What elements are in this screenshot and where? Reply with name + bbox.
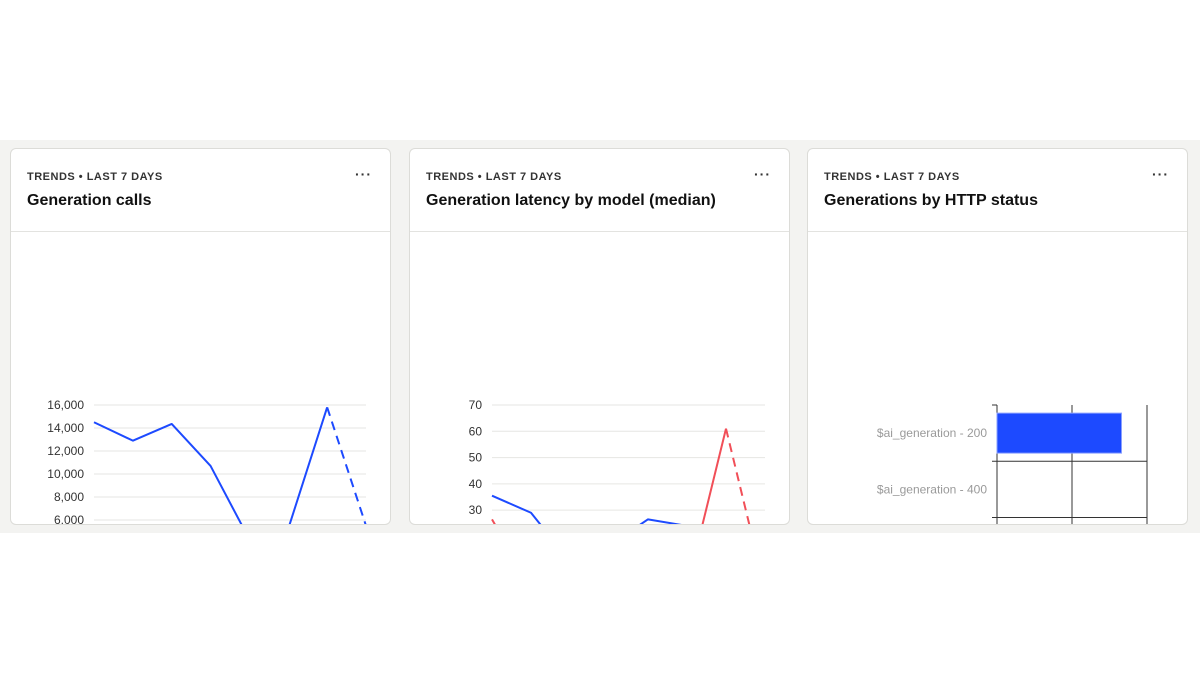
category-label: $ai_generation - 200 bbox=[877, 426, 987, 440]
more-options-icon[interactable]: ··· bbox=[1152, 166, 1169, 182]
more-options-icon[interactable]: ··· bbox=[355, 166, 372, 182]
bar bbox=[996, 412, 1122, 454]
card-eyebrow: TRENDS • LAST 7 DAYS bbox=[824, 171, 960, 183]
card-title[interactable]: Generation calls bbox=[27, 192, 152, 209]
card-title[interactable]: Generation latency by model (median) bbox=[426, 192, 716, 209]
card-header: TRENDS • LAST 7 DAYS Generation calls ··… bbox=[11, 149, 390, 232]
bar-chart-http-status: $ai_generation - 200 $ai_generation - 400… bbox=[877, 404, 1148, 524]
series-line-0 bbox=[93, 406, 329, 524]
y-tick-label: 60 bbox=[469, 424, 483, 438]
series-line-0 bbox=[491, 494, 682, 524]
y-tick-label: 8,000 bbox=[54, 490, 84, 504]
card-header: TRENDS • LAST 7 DAYS Generation latency … bbox=[410, 149, 789, 232]
line-chart-generation-latency: 01020304050607012-Aug-202513-Aug-202514-… bbox=[469, 398, 765, 524]
insight-card-generation-calls[interactable]: TRENDS • LAST 7 DAYS Generation calls ··… bbox=[10, 148, 391, 525]
y-tick-label: 40 bbox=[469, 477, 483, 491]
y-tick-label: 16,000 bbox=[47, 398, 84, 412]
insight-card-http-status[interactable]: TRENDS • LAST 7 DAYS Generations by HTTP… bbox=[807, 148, 1188, 525]
card-eyebrow: TRENDS • LAST 7 DAYS bbox=[27, 171, 163, 183]
series-incomplete-segment-0 bbox=[326, 406, 367, 524]
y-tick-label: 10,000 bbox=[47, 467, 84, 481]
line-chart-generation-calls: 02,0004,0006,0008,00010,00012,00014,0001… bbox=[47, 398, 367, 525]
card-eyebrow: TRENDS • LAST 7 DAYS bbox=[426, 171, 562, 183]
card-header: TRENDS • LAST 7 DAYS Generations by HTTP… bbox=[808, 149, 1187, 232]
y-tick-label: 50 bbox=[469, 451, 483, 465]
y-tick-label: 30 bbox=[469, 503, 483, 517]
more-options-icon[interactable]: ··· bbox=[754, 166, 771, 182]
y-tick-label: 12,000 bbox=[47, 444, 84, 458]
y-tick-label: 6,000 bbox=[54, 513, 84, 525]
category-label: $ai_generation - 400 bbox=[877, 482, 987, 496]
card-title[interactable]: Generations by HTTP status bbox=[824, 192, 1038, 209]
y-tick-label: 70 bbox=[469, 398, 483, 412]
series-incomplete-segment-4 bbox=[725, 428, 751, 524]
y-tick-label: 14,000 bbox=[47, 421, 84, 435]
insight-card-generation-latency[interactable]: TRENDS • LAST 7 DAYS Generation latency … bbox=[409, 148, 790, 525]
